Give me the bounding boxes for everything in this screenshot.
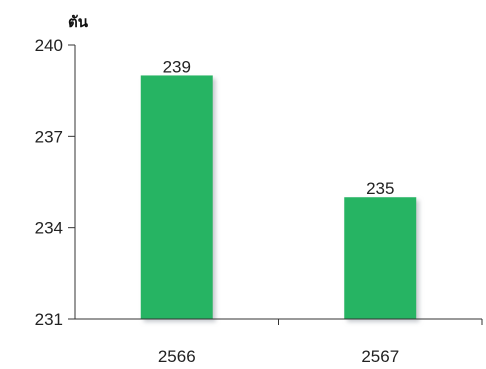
y-tick-label: 237 (35, 127, 63, 146)
data-label-2566: 239 (163, 57, 191, 76)
y-tick-label: 234 (35, 219, 63, 238)
bar-2566 (140, 75, 213, 319)
x-axis: 2566 2567 (158, 319, 483, 366)
bars: 239 235 (140, 57, 417, 319)
x-tick-label-2567: 2567 (361, 347, 399, 366)
bar-2567 (344, 197, 417, 319)
y-tick-label: 240 (35, 36, 63, 55)
y-axis-unit-label: ตัน (68, 13, 89, 31)
x-tick-label-2566: 2566 (158, 347, 196, 366)
y-tick-label: 231 (35, 310, 63, 329)
data-label-2567: 235 (366, 179, 394, 198)
y-axis: 231 234 237 240 (35, 36, 75, 329)
